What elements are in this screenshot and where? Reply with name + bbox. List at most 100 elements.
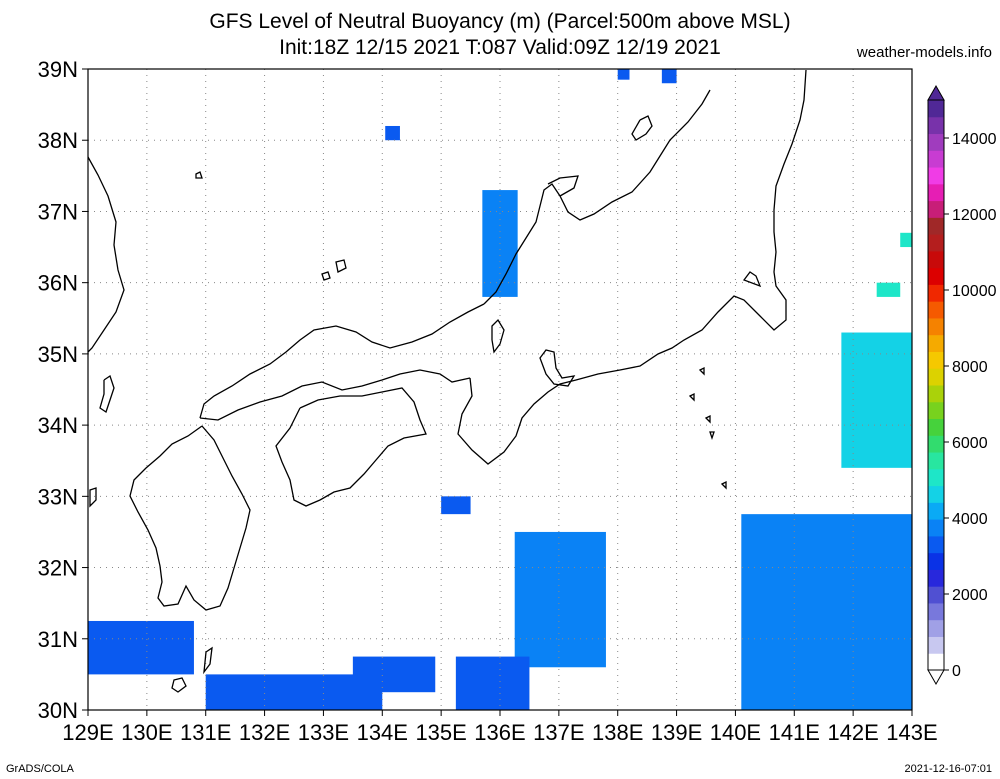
- colorbar-label: 8000: [952, 359, 988, 376]
- colorbar-label: 12000: [952, 207, 997, 224]
- lon-label: 130E: [121, 720, 172, 745]
- colorbar-segment: [928, 100, 944, 118]
- credit-label: weather-models.info: [856, 44, 992, 61]
- lon-label: 131E: [180, 720, 231, 745]
- colorbar-segment: [928, 217, 944, 235]
- field-region-south-sea: [455, 656, 530, 710]
- field-region-shikoku-south: [441, 496, 471, 515]
- field-region-izu-south: [514, 531, 606, 668]
- lon-label: 138E: [592, 720, 643, 745]
- coastline-tanegashima: [171, 646, 213, 693]
- coastlines: [87, 69, 807, 693]
- coastline-izu-islands: [688, 366, 727, 490]
- coastline-honshu-north: [483, 89, 711, 305]
- lat-label: 31N: [38, 627, 78, 652]
- lat-label: 32N: [38, 556, 78, 581]
- coastline-sado: [631, 115, 653, 141]
- colorbar-label: 14000: [952, 131, 997, 148]
- lon-label: 129E: [62, 720, 113, 745]
- coastline-tsushima: [99, 374, 115, 414]
- colorbar-label: 2000: [952, 587, 988, 604]
- coastline-dokdo: [195, 171, 203, 179]
- field-region-sado-west: [385, 125, 400, 141]
- colorbar-segment: [928, 418, 944, 436]
- colorbar-segment: [928, 452, 944, 470]
- lon-label: 135E: [415, 720, 466, 745]
- colorbar-segment: [928, 535, 944, 554]
- coastline-shikoku: [275, 387, 427, 507]
- lon-label: 136E: [474, 720, 525, 745]
- field-region-oga: [617, 69, 630, 80]
- colorbar-label: 0: [952, 663, 961, 680]
- coastline-boso: [742, 271, 762, 288]
- lon-label: 142E: [827, 720, 878, 745]
- lat-label: 39N: [38, 57, 78, 82]
- coastline-izu: [539, 349, 576, 387]
- colorbar-frame: [927, 99, 945, 671]
- colorbar-segment: [928, 586, 944, 604]
- lon-label: 132E: [239, 720, 290, 745]
- coastline-korea: [87, 156, 125, 353]
- longitude-labels: 129E 130E 131E 132E 133E 134E 135E 136E 137E 138E…: [62, 710, 938, 745]
- colorbar-labels: 0 2000 4000 6000 8000 10000 12000 14000: [944, 131, 997, 680]
- lon-label: 134E: [357, 720, 408, 745]
- colorbar-segment: [928, 351, 944, 369]
- coastline-kyushu: [129, 425, 251, 611]
- field-region-kyushu-south: [88, 620, 194, 675]
- lat-label: 36N: [38, 271, 78, 296]
- lon-label: 140E: [710, 720, 761, 745]
- colorbar-segment: [928, 301, 944, 319]
- field-region-east-boso: [876, 282, 901, 297]
- colorbar-segment: [928, 334, 944, 352]
- coastline-oki: [321, 259, 347, 281]
- colorbar-segment: [928, 401, 944, 420]
- colorbar-top-arrow: [927, 84, 945, 101]
- colorbar-segment: [928, 636, 944, 654]
- colorbar: [927, 84, 945, 686]
- colorbar-segment: [928, 485, 944, 503]
- latitude-labels: 30N 31N 32N 33N 34N 35N 36N 37N 38N 39N: [38, 57, 88, 723]
- lon-label: 133E: [298, 720, 349, 745]
- lon-label: 143E: [886, 720, 937, 745]
- colorbar-label: 10000: [952, 283, 997, 300]
- colorbar-segment: [928, 250, 944, 269]
- colorbar-segment: [928, 150, 944, 168]
- lat-lon-grid: [88, 69, 912, 710]
- colorbar-segment: [928, 653, 944, 671]
- colorbar-segment: [928, 569, 944, 587]
- lat-label: 30N: [38, 698, 78, 723]
- timestamp-label: 2021-12-16-07:01: [904, 763, 992, 775]
- colorbar-segment: [928, 502, 944, 520]
- lon-label: 141E: [769, 720, 820, 745]
- colorbar-segment: [928, 368, 944, 386]
- coastline-awaji: [491, 318, 505, 354]
- colorbar-label: 6000: [952, 435, 988, 452]
- coastline-kii: [457, 69, 807, 465]
- lat-label: 33N: [38, 484, 78, 509]
- lat-label: 38N: [38, 128, 78, 153]
- coastline-noto: [547, 175, 579, 197]
- colorbar-segment: [928, 468, 944, 487]
- coastline-honshu-west: [199, 303, 485, 419]
- colorbar-segment: [928, 116, 944, 135]
- colorbar-segment: [928, 200, 944, 218]
- coastline-goto: [89, 487, 97, 508]
- colorbar-segment: [928, 435, 944, 453]
- field-region-east-coast-35: [841, 332, 912, 468]
- lon-label: 139E: [651, 720, 702, 745]
- colorbar-segment: [928, 167, 944, 185]
- map-subtitle: Init:18Z 12/15 2021 T:087 Valid:09Z 12/1…: [279, 36, 721, 59]
- colorbar-segment: [928, 519, 944, 537]
- lat-label: 35N: [38, 342, 78, 367]
- colorbar-label: 4000: [952, 511, 988, 528]
- colorbar-segment: [928, 619, 944, 637]
- colorbar-segment: [928, 267, 944, 285]
- colorbar-segment: [928, 234, 944, 252]
- lon-label: 137E: [533, 720, 584, 745]
- field-region-east-36: [900, 232, 912, 248]
- field-region-tsugaru-north: [661, 69, 677, 84]
- colorbar-segment: [928, 284, 944, 302]
- colorbar-bottom-arrow: [927, 669, 945, 686]
- lat-label: 37N: [38, 199, 78, 224]
